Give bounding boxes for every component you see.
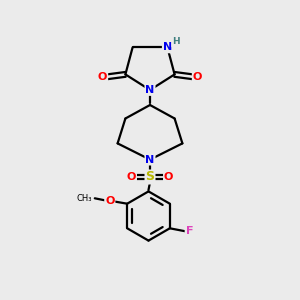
Text: N: N bbox=[146, 154, 154, 165]
Text: F: F bbox=[186, 226, 193, 236]
Text: S: S bbox=[146, 170, 154, 184]
Text: O: O bbox=[193, 72, 202, 82]
Text: O: O bbox=[105, 196, 115, 206]
Text: CH₃: CH₃ bbox=[77, 194, 92, 203]
Text: N: N bbox=[146, 85, 154, 95]
Text: O: O bbox=[127, 172, 136, 182]
Text: H: H bbox=[172, 38, 180, 46]
Text: O: O bbox=[98, 72, 107, 82]
Text: N: N bbox=[163, 42, 172, 52]
Text: O: O bbox=[164, 172, 173, 182]
